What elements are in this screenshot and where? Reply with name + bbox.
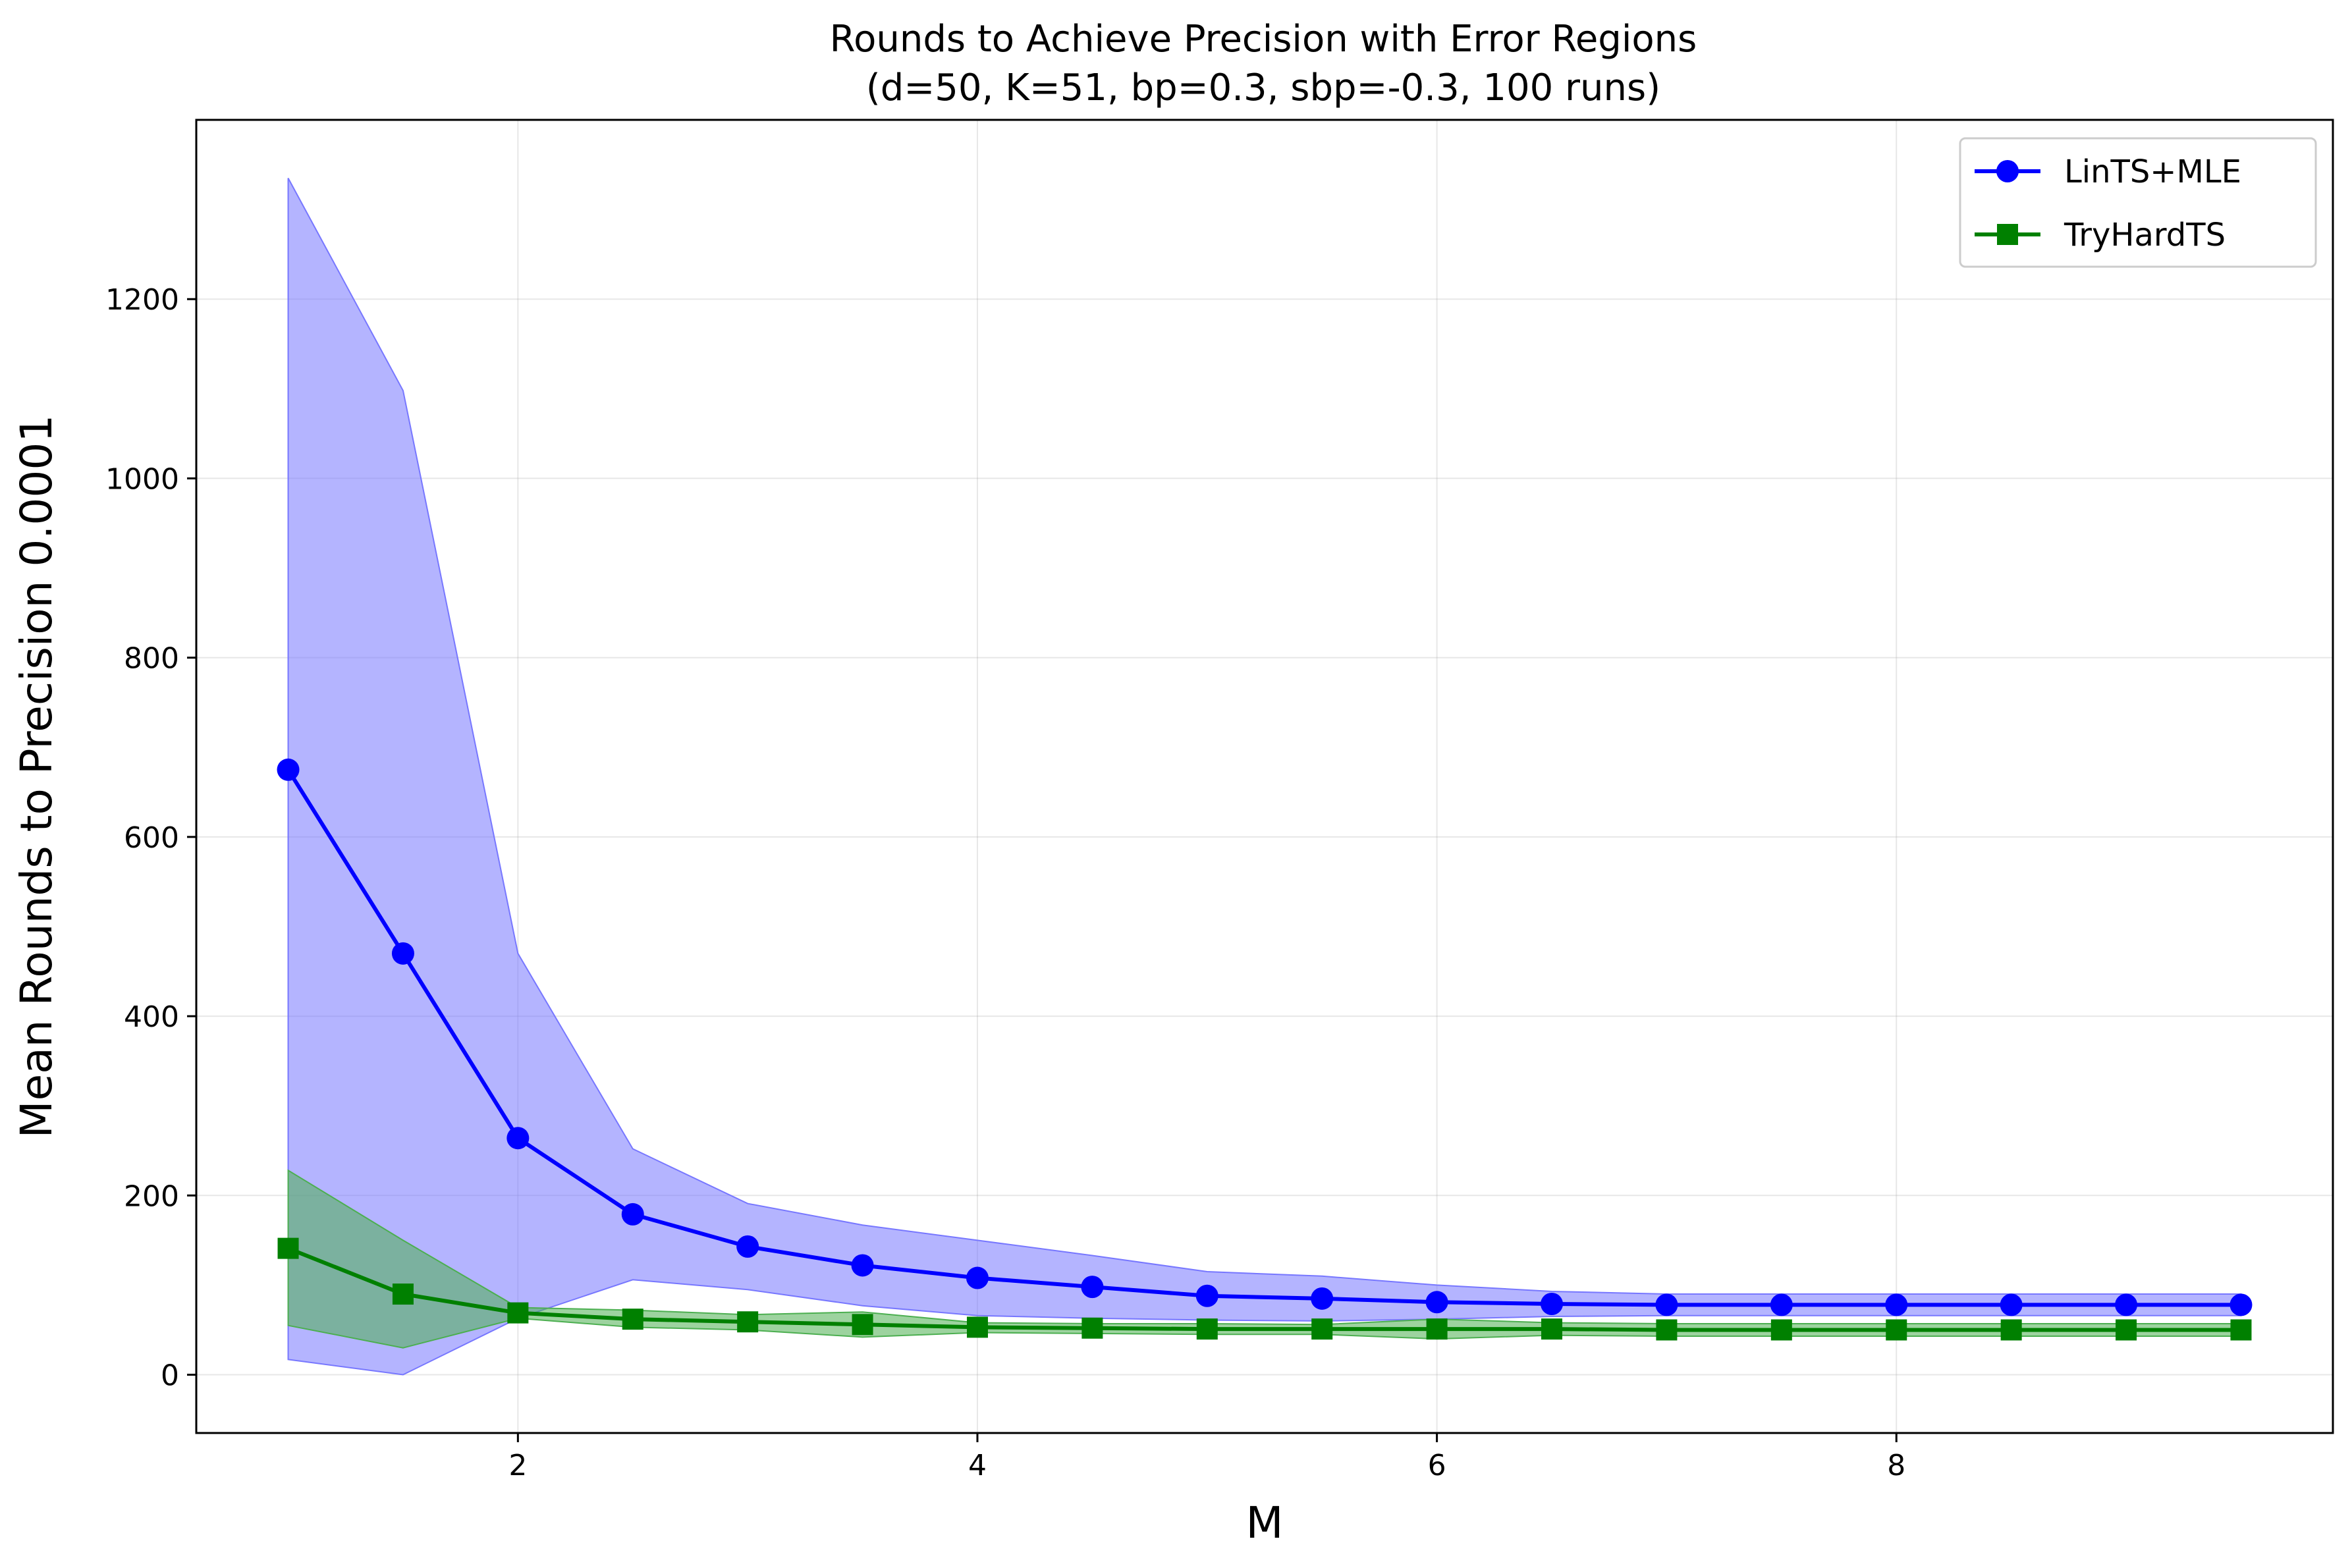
tryhardts-point bbox=[1311, 1318, 1333, 1340]
lints-mle-point bbox=[621, 1203, 644, 1226]
legend: LinTS+MLE TryHardTS bbox=[1959, 137, 2317, 268]
series-markers bbox=[277, 758, 2253, 1341]
y-axis-label: Mean Rounds to Precision 0.0001 bbox=[11, 415, 62, 1139]
tryhardts-legend-label: TryHardTS bbox=[2064, 217, 2226, 254]
tryhardts-point bbox=[1656, 1319, 1678, 1341]
chart-subtitle: (d=50, K=51, bp=0.3, sbp=-0.3, 100 runs) bbox=[866, 67, 1660, 109]
tryhardts-point bbox=[277, 1237, 299, 1259]
tryhardts-point bbox=[966, 1316, 988, 1338]
x-tick-label: 4 bbox=[968, 1449, 987, 1482]
x-axis-label: M bbox=[1246, 1498, 1284, 1548]
lints-mle-point bbox=[1311, 1287, 1334, 1310]
lints-mle-point bbox=[391, 942, 414, 965]
tryhardts-point bbox=[1426, 1318, 1448, 1340]
lints-mle-point bbox=[1081, 1276, 1104, 1299]
tryhardts-point bbox=[1196, 1318, 1218, 1340]
y-tick-label: 1000 bbox=[105, 462, 179, 496]
tryhardts-point bbox=[1886, 1319, 1907, 1341]
lints-mle-point bbox=[1195, 1284, 1218, 1307]
y-tick-label: 600 bbox=[124, 821, 179, 855]
tryhardts-point bbox=[2116, 1319, 2137, 1341]
tryhardts-line bbox=[287, 1246, 2241, 1332]
lints-mle-point bbox=[1885, 1293, 1908, 1316]
lints-mle-point bbox=[736, 1235, 759, 1258]
lints-mle-point bbox=[1770, 1293, 1793, 1316]
y-tick-label: 1200 bbox=[105, 283, 179, 317]
y-tick-label: 200 bbox=[124, 1179, 179, 1213]
tryhardts-point bbox=[737, 1311, 759, 1333]
lints-mle-point bbox=[506, 1127, 530, 1150]
x-tick-label: 8 bbox=[1887, 1449, 1905, 1482]
lints-mle-point bbox=[1655, 1293, 1678, 1316]
grid bbox=[196, 120, 2333, 1433]
lints-mle-point bbox=[2115, 1293, 2138, 1316]
lints-mle-point bbox=[1541, 1293, 1564, 1316]
lints-mle-line bbox=[286, 769, 2241, 1307]
tryhardts-point bbox=[507, 1302, 529, 1324]
tryhardts-point bbox=[852, 1314, 873, 1336]
tryhardts-point bbox=[1541, 1318, 1563, 1340]
tryhardts-point bbox=[1770, 1319, 1792, 1341]
x-tick-label: 2 bbox=[508, 1449, 527, 1482]
lints-mle-point bbox=[2229, 1293, 2253, 1316]
tryhardts-point bbox=[392, 1284, 414, 1305]
series-lines bbox=[286, 769, 2241, 1332]
plot-frame bbox=[195, 119, 2334, 1434]
y-tick-label: 400 bbox=[124, 1000, 179, 1034]
lints-mle-point bbox=[1425, 1291, 1448, 1314]
lints-mle-legend-marker bbox=[1996, 160, 2019, 182]
lints-mle-point bbox=[2000, 1293, 2023, 1316]
x-tick-label: 6 bbox=[1428, 1449, 1446, 1482]
legend-box bbox=[1959, 137, 2317, 268]
chart-title: Rounds to Achieve Precision with Error R… bbox=[830, 18, 1697, 61]
y-tick-label: 0 bbox=[161, 1359, 179, 1393]
tryhardts-point bbox=[2000, 1319, 2022, 1341]
lints-mle-point bbox=[277, 758, 300, 781]
y-tick-label: 800 bbox=[124, 642, 179, 676]
tryhardts-legend-marker bbox=[1997, 224, 2018, 245]
axis-ticks: 2 4 6 8 0 200 400 600 800 1000 1200 bbox=[105, 283, 1905, 1482]
lints-mle-point bbox=[851, 1254, 874, 1277]
tryhardts-point bbox=[2230, 1319, 2252, 1341]
tryhardts-point bbox=[622, 1309, 643, 1330]
lints-mle-legend-label: LinTS+MLE bbox=[2064, 153, 2241, 190]
tryhardts-point bbox=[1081, 1317, 1103, 1339]
lints-mle-point bbox=[966, 1266, 989, 1289]
